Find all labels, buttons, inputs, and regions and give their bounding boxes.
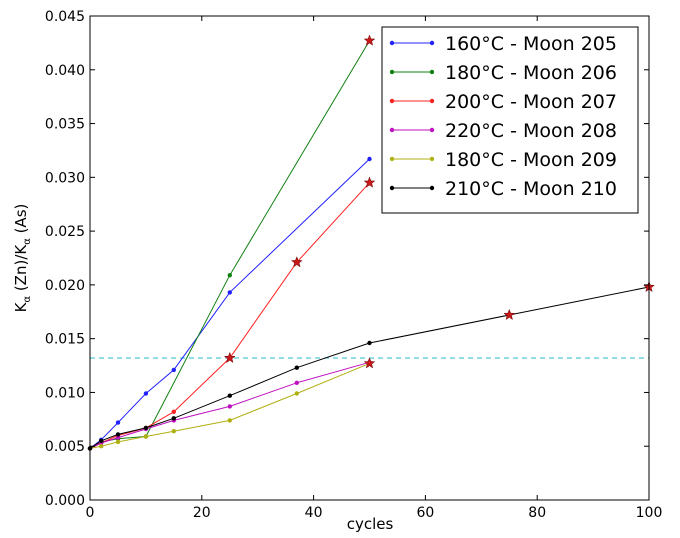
data-point (227, 393, 232, 398)
y-tick-label: 0.045 (45, 9, 85, 25)
y-axis-label: Kα (Zn)/Kα (As) (12, 204, 33, 313)
legend: 160°C - Moon 205 180°C - Moon 206 200°C - … (381, 26, 639, 214)
x-tick-label: 40 (305, 505, 323, 521)
plot-frame (89, 15, 650, 501)
series-line-6 (89, 286, 650, 449)
legend-swatch-point (429, 185, 435, 191)
legend-swatch-point (389, 98, 395, 104)
series-line-4 (89, 361, 370, 449)
legend-swatch-point (429, 127, 435, 133)
star-marker (363, 357, 376, 369)
legend-label: 180°C - Moon 209 (445, 149, 617, 171)
data-point (227, 290, 232, 295)
data-point (294, 365, 299, 370)
legend-label: 200°C - Moon 207 (445, 91, 617, 113)
data-point (227, 418, 232, 423)
series-line-2 (89, 40, 370, 449)
data-point (99, 444, 104, 449)
x-tick-label: 100 (636, 505, 663, 521)
data-point (143, 434, 149, 439)
legend-swatch-point (389, 127, 395, 133)
y-tick-label: 0.005 (45, 439, 85, 455)
star-marker (363, 176, 376, 188)
legend-label: 180°C - Moon 206 (445, 62, 617, 84)
legend-label: 210°C - Moon 210 (445, 178, 617, 200)
series-line-5 (89, 362, 370, 449)
data-point (143, 391, 149, 396)
legend-swatch-point (389, 185, 395, 191)
data-point (115, 432, 121, 437)
legend-swatch-point (429, 98, 435, 104)
legend-swatch-point (429, 69, 435, 75)
x-tick-label: 0 (86, 505, 95, 521)
data-point (171, 416, 176, 421)
data-point (115, 420, 121, 425)
data-point (115, 435, 121, 440)
star-marker (503, 308, 516, 321)
y-tick-label: 0.035 (45, 117, 85, 133)
data-point (227, 404, 232, 409)
legend-swatch-point (389, 40, 395, 46)
data-point (294, 391, 299, 396)
legend-swatch-point (389, 69, 395, 75)
star-marker (363, 34, 376, 46)
legend-swatch-point (429, 156, 435, 162)
y-tick-label: 0.040 (45, 63, 85, 79)
y-tick-label: 0.015 (45, 332, 85, 348)
data-point (171, 429, 176, 434)
y-tick-label: 0.030 (45, 170, 85, 186)
star-marker (223, 351, 236, 364)
data-point (367, 156, 372, 162)
x-tick-label: 80 (528, 505, 546, 521)
data-point (171, 409, 176, 414)
y-tick-label: 0.000 (45, 493, 85, 509)
legend-swatch-point (429, 40, 435, 46)
y-tick-label: 0.020 (45, 278, 85, 294)
data-point (143, 425, 149, 431)
data-point (171, 367, 176, 373)
legend-box (381, 26, 639, 214)
y-tick-label: 0.025 (45, 224, 85, 240)
data-point (367, 340, 372, 346)
legend-label: 220°C - Moon 208 (445, 120, 617, 142)
legend-label: 160°C - Moon 205 (445, 33, 617, 55)
star-marker (290, 256, 303, 268)
data-point (115, 439, 121, 445)
x-axis-label: cycles (347, 515, 394, 533)
data-point (99, 438, 104, 443)
data-point (227, 273, 232, 278)
x-tick-label: 60 (416, 505, 434, 521)
legend-swatch-point (389, 156, 395, 162)
y-tick-label: 0.010 (45, 385, 85, 401)
x-tick-label: 20 (193, 505, 211, 521)
data-point (294, 380, 299, 385)
